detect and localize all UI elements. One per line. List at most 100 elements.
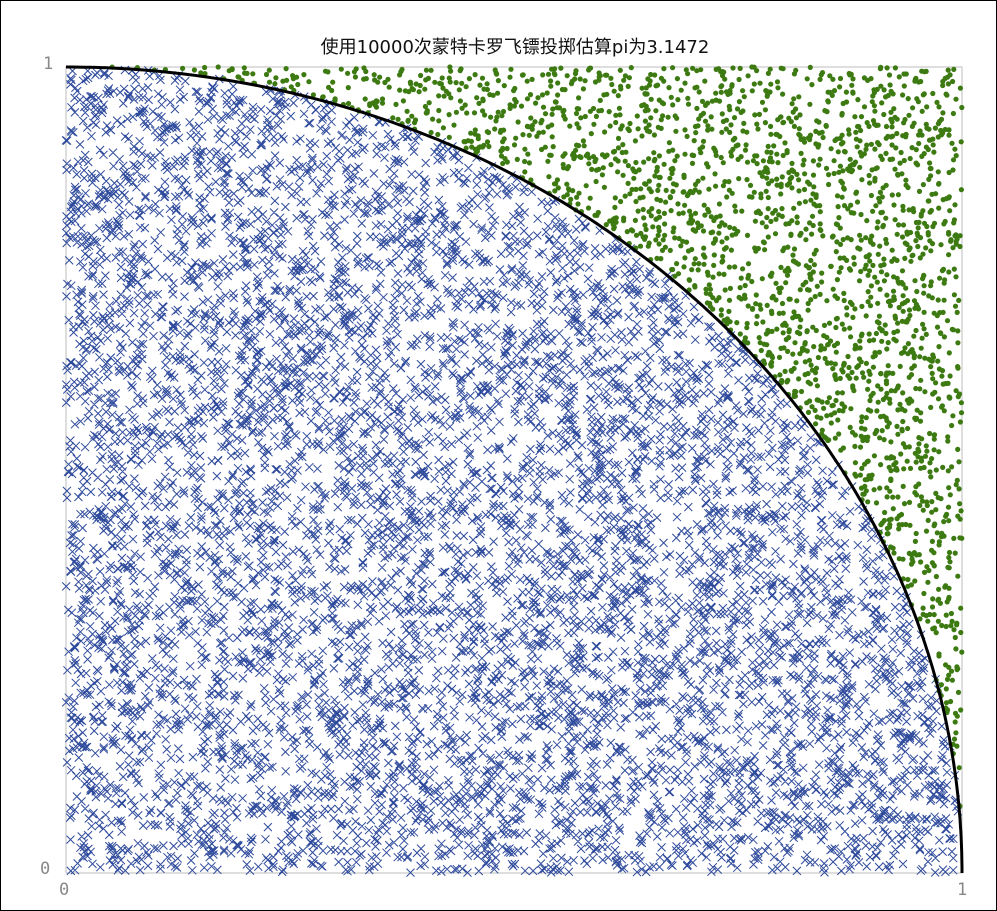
outside-point — [672, 113, 678, 119]
outside-point — [880, 224, 886, 230]
outside-point — [622, 73, 629, 79]
outside-point — [485, 129, 492, 136]
outside-point — [918, 494, 925, 500]
outside-point — [769, 359, 775, 365]
outside-point — [859, 414, 865, 420]
outside-point — [892, 313, 898, 319]
outside-point — [484, 81, 490, 87]
outside-point — [892, 217, 898, 223]
outside-point — [618, 126, 624, 132]
outside-point — [910, 252, 916, 258]
outside-point — [924, 564, 930, 570]
outside-point — [716, 271, 722, 277]
outside-point — [634, 113, 640, 119]
outside-point — [692, 256, 698, 262]
outside-point — [910, 559, 916, 565]
outside-point — [796, 188, 802, 194]
outside-point — [726, 179, 732, 185]
outside-point — [440, 85, 446, 91]
outside-point — [424, 110, 430, 116]
outside-point — [471, 110, 478, 116]
outside-point — [900, 92, 906, 98]
outside-point — [692, 228, 698, 234]
outside-point — [879, 328, 885, 334]
outside-point — [556, 105, 563, 111]
outside-point — [804, 400, 810, 406]
outside-point — [919, 436, 925, 442]
outside-point — [542, 144, 548, 150]
outside-point — [911, 120, 917, 126]
outside-point — [950, 327, 957, 333]
outside-point — [872, 108, 878, 114]
outside-point — [950, 245, 956, 251]
outside-point — [806, 357, 813, 363]
outside-point — [914, 288, 920, 295]
outside-point — [794, 220, 800, 226]
outside-point — [765, 327, 771, 333]
outside-point — [662, 244, 669, 250]
outside-point — [642, 222, 648, 228]
outside-point — [940, 78, 946, 85]
outside-point — [914, 230, 920, 236]
outside-point — [428, 67, 434, 73]
outside-point — [615, 169, 621, 175]
outside-point — [662, 232, 668, 238]
outside-point — [917, 502, 923, 509]
outside-point — [858, 418, 865, 425]
outside-point — [861, 374, 867, 380]
outside-point — [954, 309, 960, 315]
outside-point — [461, 139, 467, 145]
outside-point — [865, 289, 871, 295]
outside-point — [921, 290, 927, 296]
outside-point — [873, 166, 879, 172]
outside-point — [609, 81, 615, 88]
outside-point — [744, 159, 751, 165]
outside-point — [548, 78, 554, 84]
outside-point — [953, 153, 959, 159]
outside-point — [484, 139, 491, 145]
outside-point — [877, 243, 883, 249]
outside-point — [550, 144, 556, 150]
outside-point — [576, 190, 582, 196]
outside-point — [422, 103, 428, 110]
outside-point — [853, 129, 859, 135]
outside-point — [887, 522, 893, 528]
outside-point — [639, 133, 645, 139]
outside-point — [594, 212, 600, 218]
outside-point — [956, 459, 962, 465]
outside-point — [923, 68, 929, 74]
outside-point — [871, 487, 877, 493]
outside-point — [338, 66, 344, 72]
outside-point — [745, 261, 752, 267]
outside-point — [816, 119, 822, 125]
outside-point — [942, 584, 948, 590]
outside-point — [752, 112, 758, 118]
outside-point — [738, 109, 744, 115]
outside-point — [794, 171, 800, 177]
outside-point — [894, 231, 900, 237]
outside-point — [692, 283, 698, 289]
outside-point — [724, 194, 730, 200]
outside-point — [916, 448, 922, 454]
outside-point — [768, 218, 774, 224]
outside-point — [913, 459, 919, 465]
outside-point — [816, 162, 822, 168]
outside-point — [912, 490, 918, 496]
outside-point — [913, 238, 919, 244]
outside-point — [345, 100, 352, 107]
outside-point — [501, 83, 507, 89]
outside-point — [720, 258, 726, 264]
outside-point — [876, 313, 883, 319]
outside-point — [796, 200, 803, 206]
outside-point — [716, 295, 722, 301]
outside-point — [363, 76, 369, 82]
outside-point — [422, 86, 428, 92]
outside-point — [913, 327, 919, 334]
outside-point — [942, 218, 948, 225]
outside-point — [655, 187, 661, 193]
outside-point — [585, 205, 592, 211]
outside-point — [943, 686, 949, 692]
outside-point — [868, 476, 874, 482]
outside-point — [916, 79, 922, 85]
outside-point — [775, 85, 781, 91]
